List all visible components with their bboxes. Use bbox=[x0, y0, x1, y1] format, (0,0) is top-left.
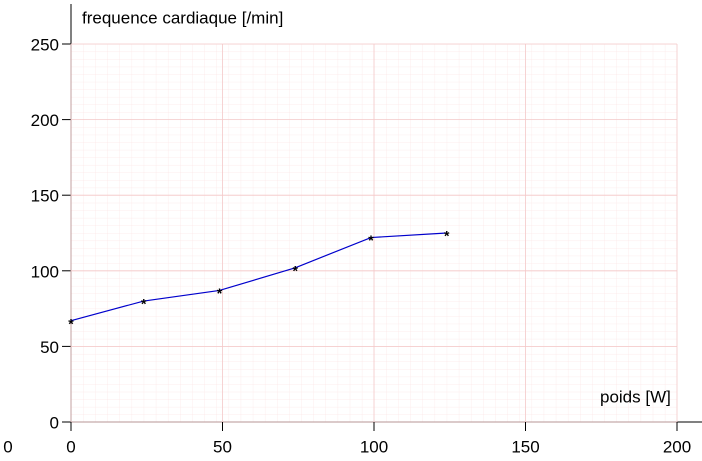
marker: * bbox=[368, 232, 374, 248]
y-tick-label: 100 bbox=[31, 262, 59, 281]
x-tick-label: 150 bbox=[511, 437, 539, 456]
y-tick-label: 200 bbox=[31, 111, 59, 130]
marker: * bbox=[292, 262, 298, 278]
x-axis-label: poids [W] bbox=[600, 387, 671, 406]
y-tick-label: 0 bbox=[50, 413, 59, 432]
marker: * bbox=[444, 228, 450, 244]
y-axis-label: frequence cardiaque [/min] bbox=[82, 8, 283, 27]
x-tick-label: 50 bbox=[213, 437, 232, 456]
x-tick-label: 200 bbox=[663, 437, 691, 456]
x-tick-label: 100 bbox=[360, 437, 388, 456]
y-tick-label: 50 bbox=[40, 338, 59, 357]
series-line bbox=[70, 232, 447, 322]
marker: * bbox=[68, 315, 74, 331]
y-tick-label: 250 bbox=[31, 35, 59, 54]
corner-label: 0 bbox=[3, 437, 12, 456]
marker: * bbox=[141, 296, 147, 312]
x-tick-label: 0 bbox=[66, 437, 75, 456]
marker: * bbox=[217, 285, 223, 301]
y-tick-label: 150 bbox=[31, 187, 59, 206]
